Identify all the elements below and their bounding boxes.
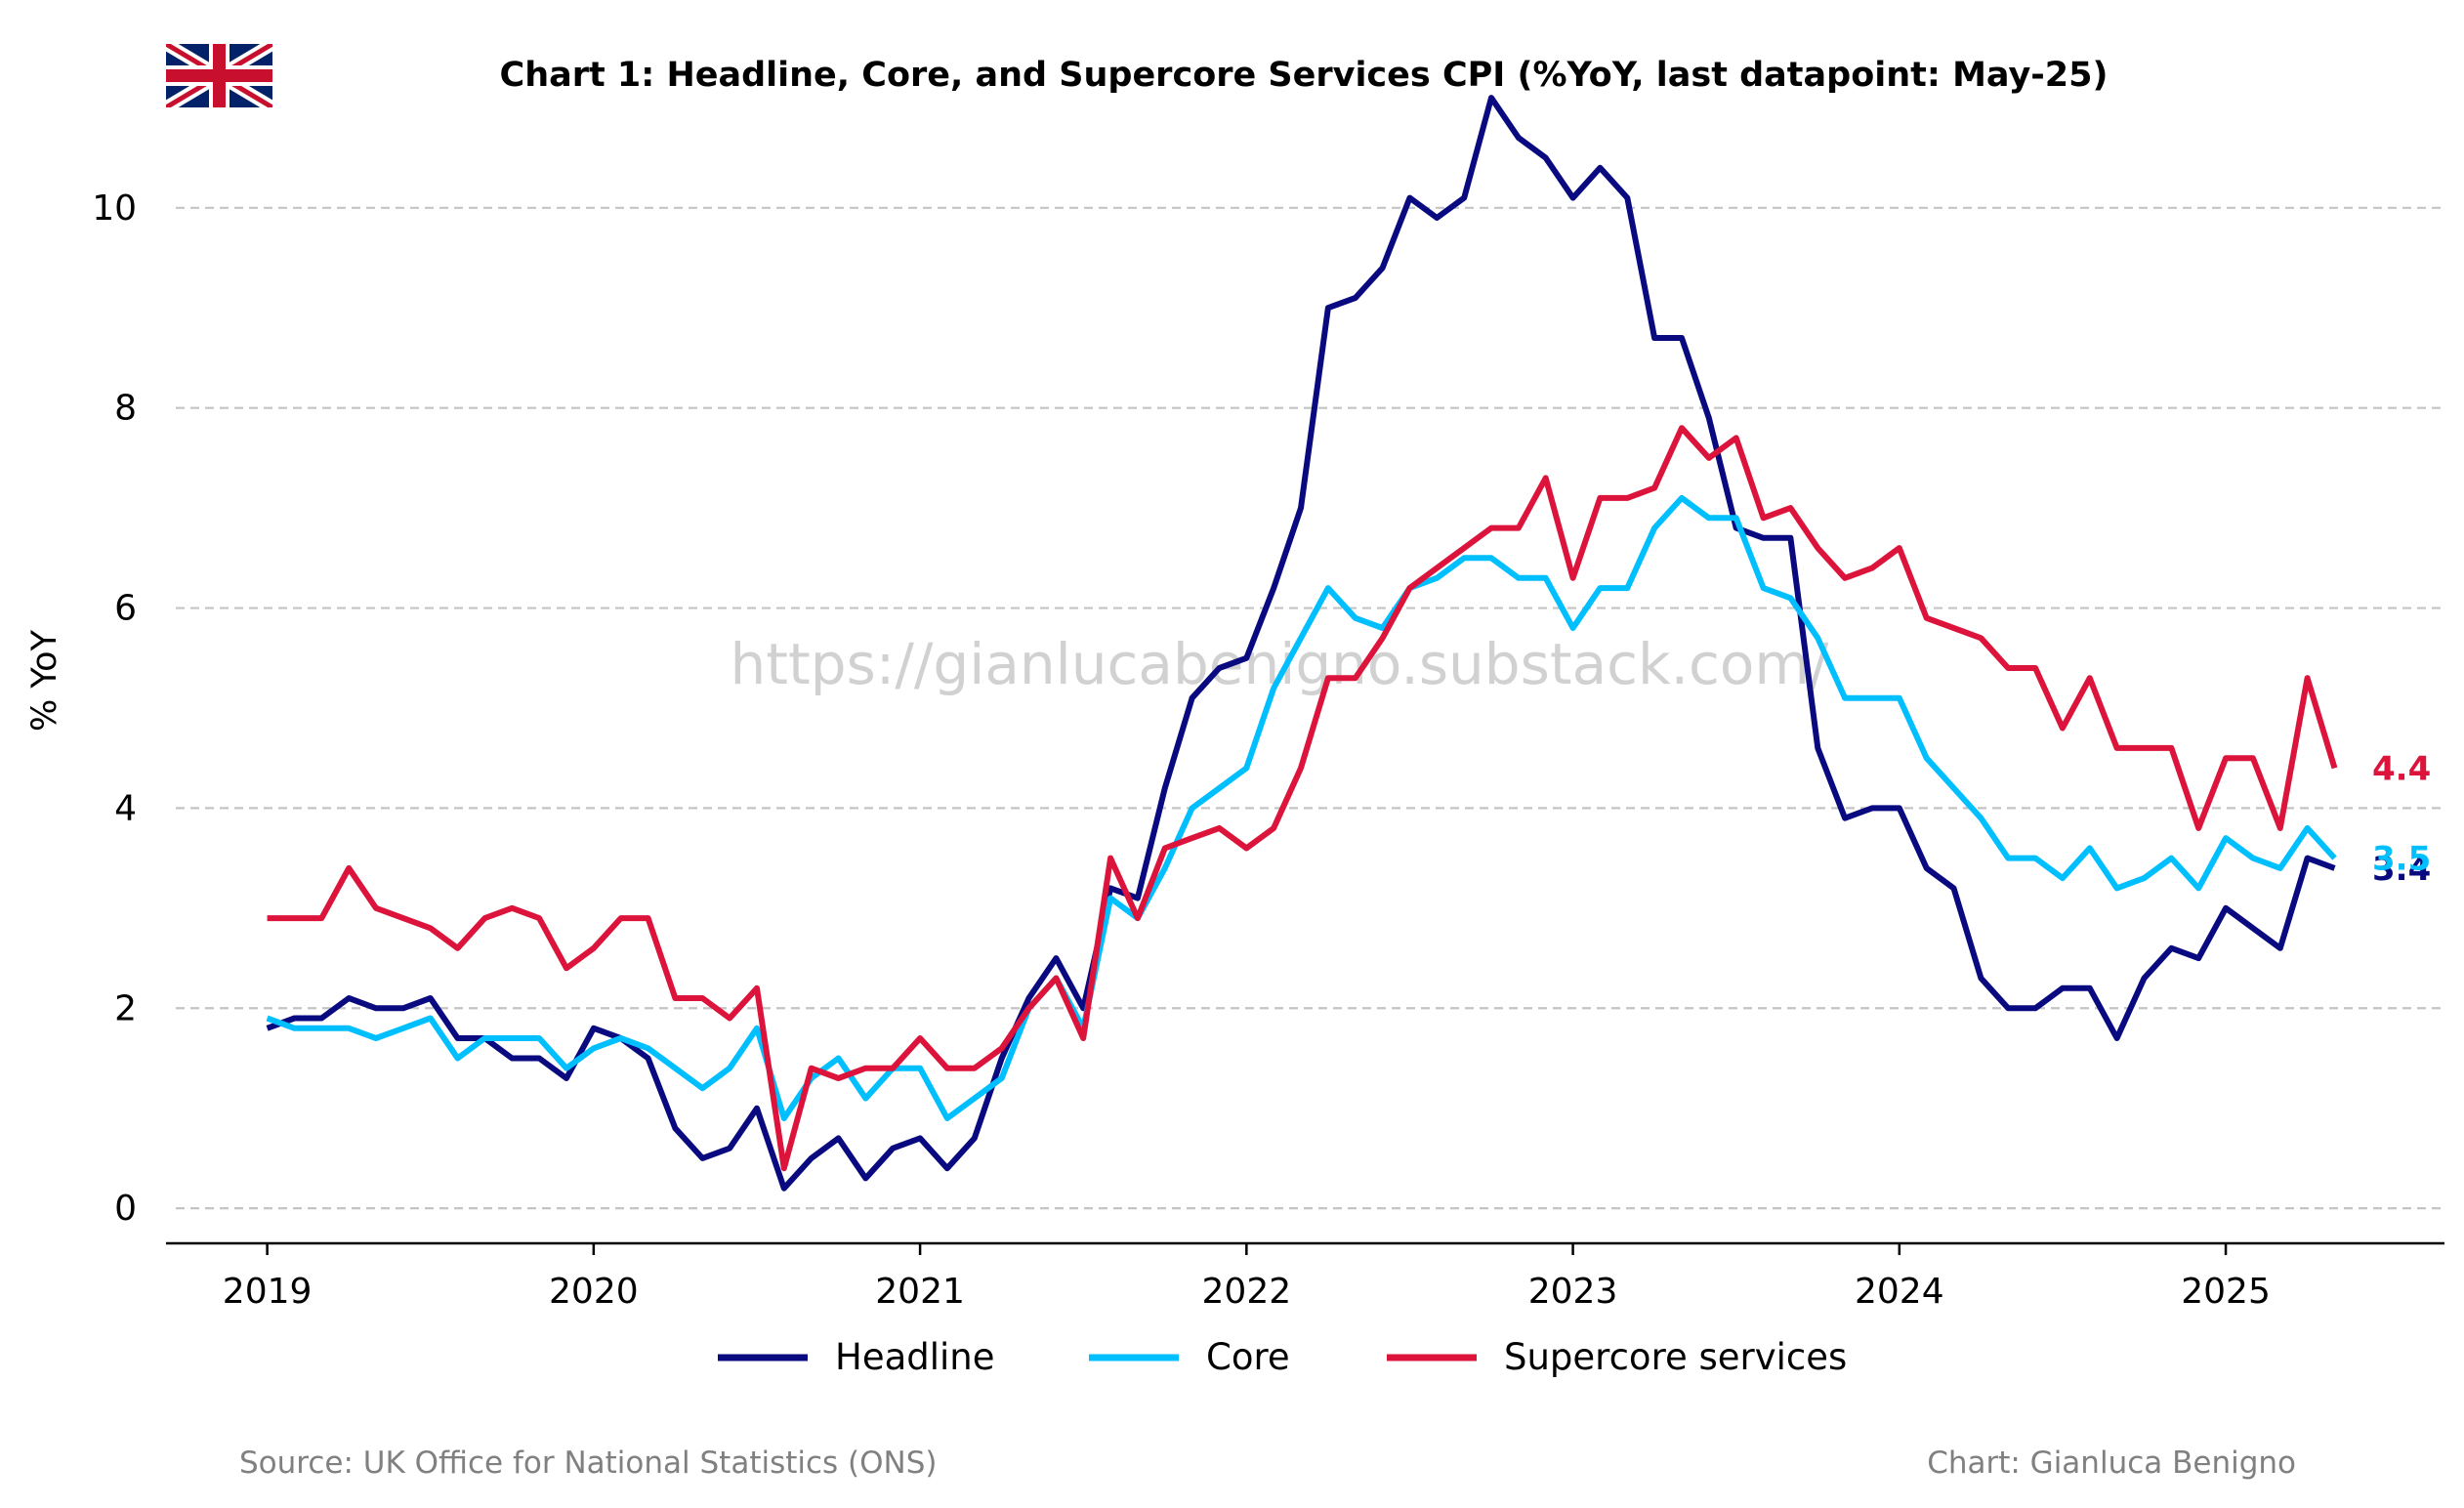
series-line-supercore-services [267, 425, 2338, 1172]
x-tick-label: 2021 [875, 1272, 965, 1312]
x-tick-label: 2025 [2181, 1272, 2271, 1312]
y-tick-label: 8 [114, 389, 137, 429]
y-tick-label: 0 [114, 1189, 137, 1229]
x-tick-label: 2024 [1855, 1272, 1944, 1312]
legend-label-supercore-services: Supercore services [1504, 1336, 1847, 1378]
x-tick-label: 2020 [549, 1272, 639, 1312]
x-tick-label: 2022 [1202, 1272, 1292, 1312]
end-label-supercore-services: 4.4 [2372, 749, 2431, 788]
x-tick-label: 2023 [1528, 1272, 1618, 1312]
chart-title: Chart 1: Headline, Core, and Supercore S… [500, 56, 2109, 95]
y-gridlines [176, 206, 2444, 1210]
y-tick-label: 10 [92, 188, 137, 229]
x-axis-ticks: 2019 2020 2021 2022 2023 2024 2025 [223, 1243, 2271, 1312]
end-label-core: 3.5 [2372, 840, 2431, 879]
legend-label-core: Core [1206, 1336, 1290, 1378]
y-tick-label: 4 [114, 788, 137, 828]
chart-credit: Chart: Gianluca Benigno [1927, 1445, 2296, 1481]
x-tick-label: 2019 [223, 1272, 313, 1312]
legend-label-headline: Headline [835, 1336, 995, 1378]
series-end-labels: 3.43.5 4.4 [2372, 749, 2431, 888]
y-tick-label: 2 [114, 988, 137, 1028]
uk-flag-icon [166, 44, 272, 107]
series-lines [266, 95, 2338, 1192]
series-line-headline [266, 95, 2336, 1192]
y-axis-label: % YoY [25, 629, 64, 732]
y-axis-ticks: 0 2 4 6 8 10 [92, 188, 137, 1229]
y-tick-label: 6 [114, 589, 137, 629]
source-note: Source: UK Office for National Statistic… [239, 1445, 938, 1481]
end-label-headline: 3.4 [2372, 850, 2431, 889]
watermark-text: https://gianlucabenigno.substack.com/ [731, 631, 1829, 697]
chart-legend: Headline Core Supercore services [718, 1336, 1847, 1378]
series-line-core [266, 494, 2337, 1121]
